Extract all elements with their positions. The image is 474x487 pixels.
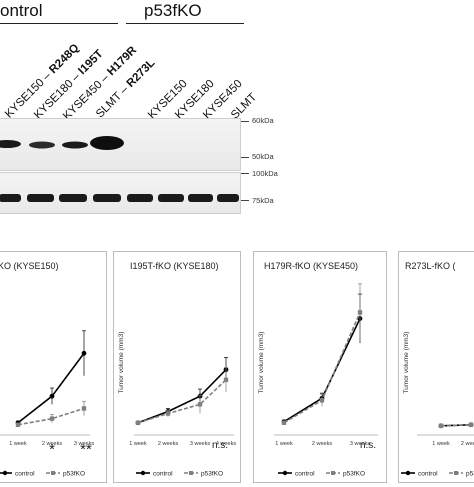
- marker-tick-100kda: [241, 173, 249, 174]
- significance-label: **: [80, 441, 92, 458]
- legend-label-control: control: [15, 471, 35, 478]
- group-label-control: ontrol: [0, 1, 43, 20]
- blot-band: [27, 194, 54, 202]
- blot-band: [29, 141, 55, 149]
- x-tick-label: 2 weeks: [461, 441, 474, 447]
- tumor-growth-panel-slmt: R273L-fKO ( Tumor volume (mm3) 1 week 2 wee…: [398, 251, 474, 483]
- blot-band: [59, 194, 87, 202]
- blot-band: [0, 194, 21, 202]
- data-point-control: [49, 393, 55, 399]
- data-point-p53fko: [468, 422, 474, 427]
- blot-band: [93, 194, 121, 202]
- legend-label-control: control: [295, 471, 315, 478]
- marker-label-50kda: 50kDa: [252, 152, 274, 161]
- x-tick-label: 2 weeks: [312, 441, 332, 447]
- chart-title: H179R-fKO (KYSE450): [264, 261, 358, 271]
- legend-label-p53fko: p53fKO: [63, 471, 85, 478]
- data-point-control: [81, 350, 87, 356]
- chart-title: I195T-fKO (KYSE180): [130, 261, 219, 271]
- data-point-p53fko: [197, 402, 203, 407]
- significance-label: *: [49, 441, 55, 458]
- blot-bands-loading: [0, 194, 239, 202]
- data-point-p53fko: [319, 398, 325, 403]
- x-tick-label: 3 weeks: [350, 441, 370, 447]
- blot-band: [217, 194, 239, 202]
- y-axis-label: Tumor volume (mm3): [258, 332, 265, 394]
- series-line-p53fko: [137, 379, 227, 424]
- legend-marker-p53fko: [51, 471, 55, 475]
- marker-label-60kda: 60kDa: [252, 116, 274, 125]
- blot-band: [0, 140, 21, 148]
- group-label-p53fko: p53fKO: [144, 1, 202, 20]
- tumor-growth-panel-kyse450: H179R-fKO (KYSE450) Tumor volume (mm3) 1 w…: [253, 251, 387, 483]
- x-tick-label: 2 weeks: [42, 441, 62, 447]
- tumor-growth-chart-kyse180: I195T-fKO (KYSE180) Tumor volume (mm3) 1 w…: [118, 261, 236, 478]
- data-point-p53fko: [357, 310, 363, 315]
- chart-title: R273L-fKO (: [405, 261, 456, 271]
- data-point-p53fko: [165, 411, 171, 416]
- data-point-p53fko: [15, 422, 21, 427]
- marker-tick-75kda: [241, 200, 249, 201]
- legend-marker-p53fko: [189, 471, 193, 475]
- y-axis-label: Tumor volume (mm3): [118, 332, 125, 394]
- x-tick-label: 4 weeks: [216, 441, 236, 447]
- legend-marker-p53fko: [454, 471, 458, 475]
- legend-marker-control: [140, 470, 146, 476]
- data-point-p53fko: [223, 377, 229, 383]
- x-tick-label: 1 week: [9, 441, 27, 447]
- blot-band: [127, 194, 153, 202]
- marker-tick-60kda: [241, 121, 249, 122]
- tumor-growth-panel-kyse150: KO (KYSE150) 1 week 2 weeks 3 weeks * ** contr…: [0, 251, 107, 483]
- legend-marker-control: [282, 470, 288, 476]
- x-tick-label: 3 weeks: [190, 441, 210, 447]
- marker-tick-50kda: [241, 157, 249, 158]
- legend-label-p53fko: p53fKO: [201, 471, 223, 478]
- x-tick-label: 2 weeks: [158, 441, 178, 447]
- tumor-growth-panel-kyse180: I195T-fKO (KYSE180) Tumor volume (mm3) 1 w…: [113, 251, 241, 483]
- x-tick-label: 1 week: [275, 441, 293, 447]
- blot-band: [188, 194, 213, 202]
- data-point-p53fko: [438, 423, 444, 429]
- group-underline-p53fko: [126, 23, 244, 25]
- data-point-p53fko: [281, 420, 287, 425]
- western-blot-loading-control: [0, 172, 241, 214]
- tumor-growth-chart-kyse150: KO (KYSE150)1 week 2 weeks 3 weeks* **contr…: [0, 261, 94, 478]
- x-tick-label: 1 week: [432, 441, 450, 447]
- significance-label: n.s.: [212, 440, 228, 451]
- series-line-control: [137, 369, 227, 424]
- x-tick-label: 3 weeks: [74, 441, 94, 447]
- blot-band: [62, 141, 88, 149]
- data-point-p53fko: [81, 406, 87, 411]
- marker-label-75kda: 75kDa: [252, 196, 274, 205]
- blot-band: [158, 194, 184, 202]
- series-line-p53fko: [17, 407, 85, 426]
- chart-title: KO (KYSE150): [0, 261, 59, 271]
- series-line-p53fko: [440, 423, 472, 427]
- legend-label-p53fko: p53fKO: [343, 471, 365, 478]
- y-axis-label: Tumor volume (mm3): [403, 332, 410, 394]
- legend-marker-control: [2, 470, 8, 476]
- group-underline-control: [0, 23, 118, 25]
- western-blot-p53: [0, 118, 241, 171]
- legend-marker-control: [405, 470, 411, 476]
- legend-marker-p53fko: [331, 471, 335, 475]
- legend-label-control: control: [153, 471, 173, 478]
- tumor-growth-chart-kyse450: H179R-fKO (KYSE450) Tumor volume (mm3) 1 w…: [258, 261, 378, 478]
- significance-label: n.s.: [360, 440, 376, 451]
- legend-label-p53fko: p53fKO: [466, 471, 474, 478]
- blot-band: [90, 136, 124, 150]
- data-point-p53fko: [49, 416, 55, 421]
- legend-label-control: control: [418, 471, 438, 478]
- data-point-p53fko: [135, 420, 141, 425]
- marker-label-100kda: 100kDa: [252, 169, 278, 178]
- tumor-growth-chart-slmt: R273L-fKO ( Tumor volume (mm3) 1 week 2 wee…: [401, 261, 474, 478]
- blot-bands-p53: [0, 136, 124, 150]
- x-tick-label: 1 week: [129, 441, 147, 447]
